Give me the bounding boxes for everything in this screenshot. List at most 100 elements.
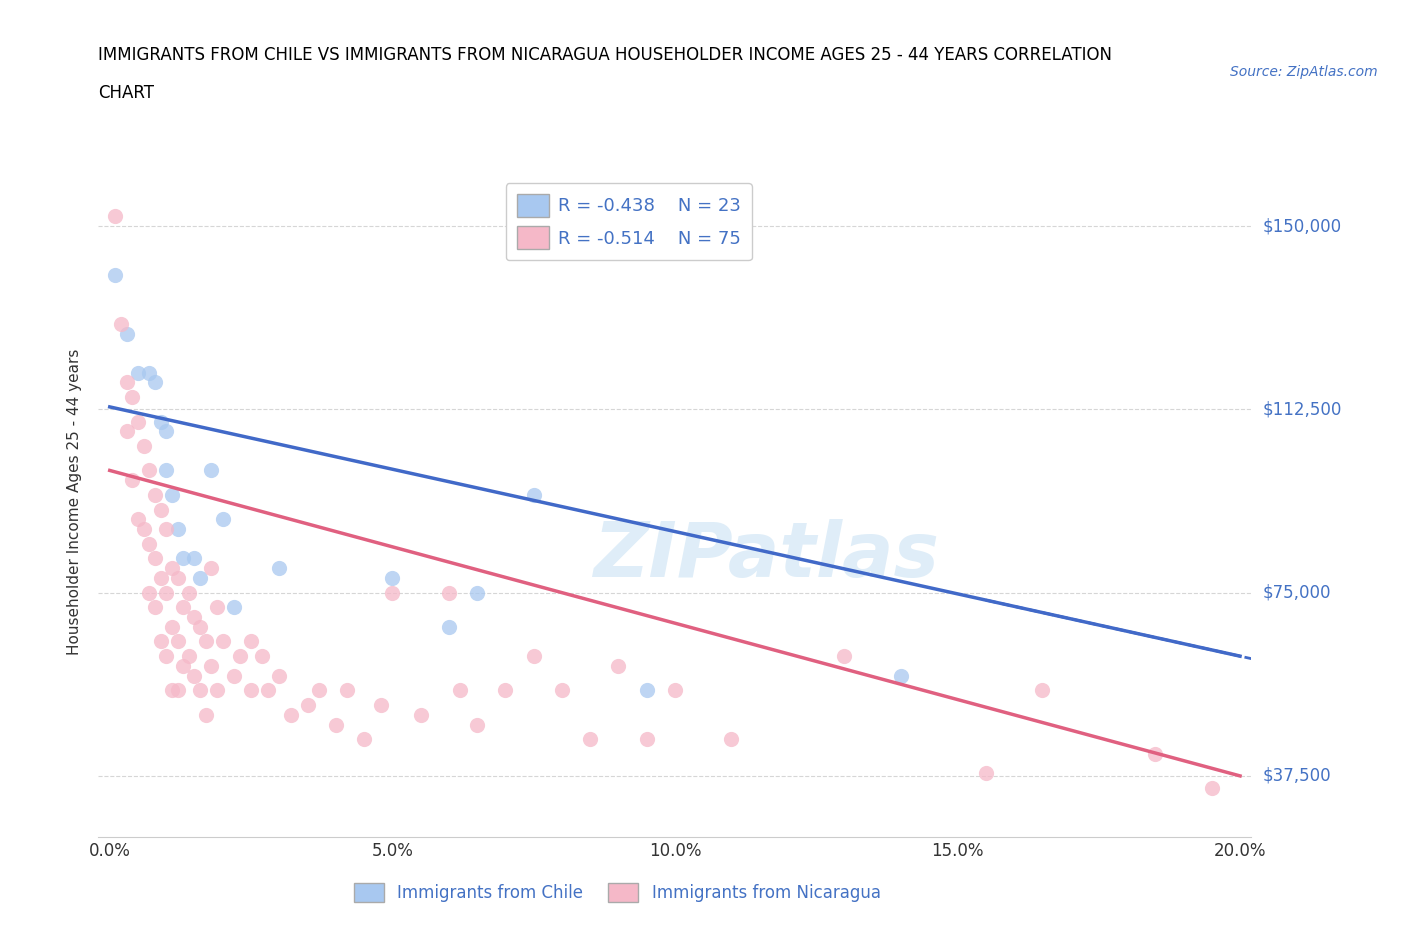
Point (551, 683, 574, 698)
Point (890, 669, 912, 684)
Point (222, 669, 245, 684)
Point (409, 708, 432, 723)
Point (172, 600, 194, 615)
Point (155, 424, 177, 439)
Point (280, 708, 302, 723)
Point (297, 698, 319, 712)
Point (143, 375, 166, 390)
Point (636, 732, 658, 747)
Point (177, 585, 200, 600)
Point (1144, 747, 1167, 762)
Point (149, 570, 172, 585)
Point (381, 585, 404, 600)
Point (138, 463, 160, 478)
Point (252, 649, 274, 664)
Point (115, 424, 138, 439)
Point (166, 634, 188, 649)
Point (211, 512, 233, 526)
Text: CHART: CHART (98, 84, 155, 101)
Point (143, 600, 166, 615)
Text: IMMIGRANTS FROM CHILE VS IMMIGRANTS FROM NICARAGUA HOUSEHOLDER INCOME AGES 25 - : IMMIGRANTS FROM CHILE VS IMMIGRANTS FROM… (98, 46, 1112, 64)
Point (188, 683, 211, 698)
Point (222, 600, 245, 615)
Point (308, 683, 330, 698)
Point (115, 375, 138, 390)
Point (465, 717, 488, 732)
Point (138, 365, 160, 380)
Point (183, 669, 205, 684)
Point (172, 551, 194, 565)
Point (166, 570, 188, 585)
Text: $112,500: $112,500 (1263, 400, 1341, 418)
Point (465, 585, 488, 600)
Point (211, 634, 233, 649)
Point (149, 414, 172, 429)
Point (149, 634, 172, 649)
Point (132, 439, 155, 454)
Point (834, 649, 856, 664)
Text: $37,500: $37,500 (1263, 767, 1331, 785)
Point (155, 463, 177, 478)
Point (269, 669, 291, 684)
Point (155, 585, 177, 600)
Point (155, 522, 177, 537)
Point (155, 649, 177, 664)
Point (166, 522, 188, 537)
Point (183, 551, 205, 565)
Point (200, 561, 222, 576)
Point (194, 708, 217, 723)
Point (172, 658, 194, 673)
Point (104, 209, 127, 224)
Point (121, 472, 143, 487)
Legend: Immigrants from Chile, Immigrants from Nicaragua: Immigrants from Chile, Immigrants from N… (347, 876, 887, 909)
Point (177, 649, 200, 664)
Point (607, 658, 630, 673)
Point (240, 683, 263, 698)
Text: ZIPatlas: ZIPatlas (595, 519, 941, 592)
Point (200, 463, 222, 478)
Point (720, 732, 742, 747)
Point (138, 537, 160, 551)
Point (127, 365, 149, 380)
Point (143, 487, 166, 502)
Point (370, 698, 392, 712)
Text: $75,000: $75,000 (1263, 584, 1331, 602)
Point (437, 585, 460, 600)
Point (636, 683, 658, 698)
Point (143, 551, 166, 565)
Point (1201, 780, 1223, 795)
Text: Source: ZipAtlas.com: Source: ZipAtlas.com (1230, 65, 1378, 79)
Point (494, 683, 516, 698)
Point (523, 649, 546, 664)
Point (437, 619, 460, 634)
Point (579, 732, 602, 747)
Point (194, 634, 217, 649)
Point (188, 619, 211, 634)
Point (974, 766, 997, 781)
Point (523, 487, 546, 502)
Point (240, 634, 263, 649)
Point (200, 658, 222, 673)
Point (160, 683, 183, 698)
Point (205, 600, 228, 615)
Point (353, 732, 375, 747)
Text: $150,000: $150,000 (1263, 217, 1341, 235)
Point (115, 326, 138, 341)
Point (160, 487, 183, 502)
Point (664, 683, 686, 698)
Point (188, 570, 211, 585)
Y-axis label: Householder Income Ages 25 - 44 years: Householder Income Ages 25 - 44 years (67, 349, 83, 656)
Point (257, 683, 280, 698)
Point (325, 717, 347, 732)
Point (205, 683, 228, 698)
Point (166, 683, 188, 698)
Point (1031, 683, 1053, 698)
Point (269, 561, 291, 576)
Point (121, 390, 143, 405)
Point (104, 268, 127, 283)
Point (149, 502, 172, 517)
Point (381, 570, 404, 585)
Point (449, 683, 471, 698)
Point (132, 522, 155, 537)
Point (336, 683, 359, 698)
